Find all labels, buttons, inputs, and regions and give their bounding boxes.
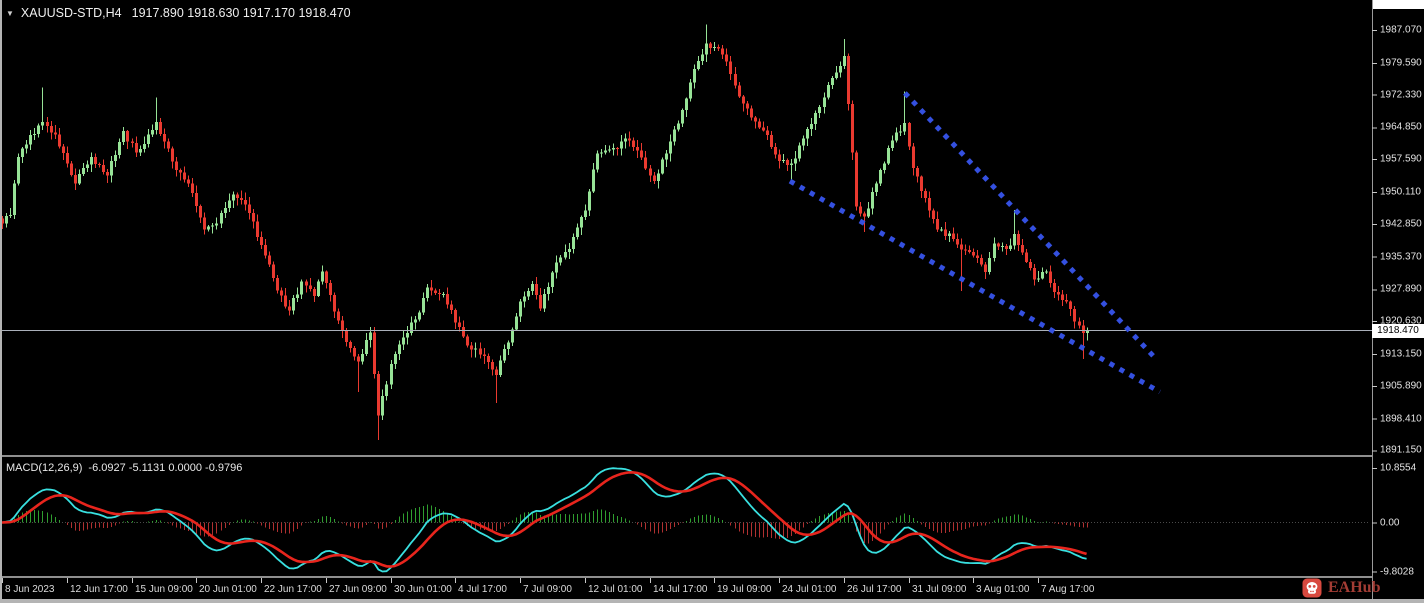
time-tick-label: 3 Aug 01:00 bbox=[976, 584, 1030, 595]
price-tick-label: 1927.890 bbox=[1380, 283, 1422, 295]
pane-separator-macd-time[interactable] bbox=[0, 576, 1372, 578]
eahub-logo-text: EAHub bbox=[1328, 579, 1381, 596]
price-tick-label: 1964.850 bbox=[1380, 121, 1422, 133]
time-tick-label: 7 Jul 09:00 bbox=[523, 584, 572, 595]
price-tick-label: 1891.150 bbox=[1380, 444, 1422, 456]
time-tick-label: 31 Jul 09:00 bbox=[912, 584, 967, 595]
eahub-logo: EAHub bbox=[1302, 577, 1380, 599]
symbol-period-label: XAUUSD-STD,H4 bbox=[20, 6, 122, 20]
time-tick-label: 27 Jun 09:00 bbox=[329, 584, 387, 595]
time-tick-label: 26 Jul 17:00 bbox=[847, 584, 902, 595]
time-tick-label: 30 Jun 01:00 bbox=[394, 584, 452, 595]
price-tick-label: 1987.070 bbox=[1380, 24, 1422, 36]
time-tick-label: 20 Jun 01:00 bbox=[199, 584, 257, 595]
window-bottom-border bbox=[0, 599, 1424, 603]
macd-tick-label: 0.00 bbox=[1380, 517, 1400, 528]
price-tick-label: 1935.370 bbox=[1380, 251, 1422, 263]
time-tick-label: 14 Jul 17:00 bbox=[653, 584, 708, 595]
pane-separator-main-macd[interactable] bbox=[0, 455, 1372, 457]
time-tick-label: 8 Jun 2023 bbox=[5, 584, 55, 595]
macd-indicator-name: MACD(12,26,9) bbox=[6, 462, 83, 474]
time-tick-label: 4 Jul 17:00 bbox=[458, 584, 507, 595]
price-tick-label: 1920.630 bbox=[1380, 315, 1422, 327]
price-tick-label: 1942.850 bbox=[1380, 218, 1422, 230]
price-tick-label: 1972.330 bbox=[1380, 89, 1422, 101]
symbol-dropdown-icon[interactable]: ▼ bbox=[6, 9, 14, 18]
price-tick-label: 1979.590 bbox=[1380, 57, 1422, 69]
macd-indicator bbox=[2, 467, 1370, 573]
time-tick-label: 12 Jun 17:00 bbox=[70, 584, 128, 595]
price-tick-label: 1898.410 bbox=[1380, 413, 1422, 425]
time-tick-label: 12 Jul 01:00 bbox=[588, 584, 643, 595]
price-tick-label: 1957.590 bbox=[1380, 153, 1422, 165]
price-tick-label: 1913.150 bbox=[1380, 348, 1422, 360]
chart-title: ▼ XAUUSD-STD,H4 1917.890 1918.630 1917.170… bbox=[6, 6, 351, 20]
time-tick-label: 15 Jun 09:00 bbox=[135, 584, 193, 595]
current-price-tag: 1918.470 bbox=[1372, 324, 1424, 338]
trendline-upper-channel[interactable] bbox=[903, 91, 1159, 362]
time-tick-label: 22 Jun 17:00 bbox=[264, 584, 322, 595]
macd-indicator-values: -6.0927 -5.1131 0.0000 -0.9796 bbox=[88, 462, 243, 474]
macd-signal-line bbox=[2, 471, 1087, 568]
price-tick-label: 1950.110 bbox=[1380, 186, 1421, 198]
macd-histogram bbox=[5, 504, 1089, 544]
window-left-border bbox=[0, 0, 2, 603]
candles bbox=[2, 24, 1089, 441]
time-tick-label: 7 Aug 17:00 bbox=[1041, 584, 1095, 595]
axis-corner-box bbox=[1373, 0, 1424, 9]
time-tick-label: 19 Jul 09:00 bbox=[717, 584, 772, 595]
price-tick-label: 1905.890 bbox=[1380, 380, 1422, 392]
ohlc-values: 1917.890 1918.630 1917.170 1918.470 bbox=[131, 6, 351, 20]
time-tick-label: 24 Jul 01:00 bbox=[782, 584, 837, 595]
macd-indicator-label: MACD(12,26,9) -6.0927 -5.1131 0.0000 -0.9… bbox=[6, 462, 242, 474]
eahub-logo-icon bbox=[1302, 578, 1322, 598]
macd-tick-label: -9.8028 bbox=[1380, 566, 1414, 577]
macd-main-line bbox=[2, 467, 1087, 573]
trendline-lower-channel[interactable] bbox=[788, 178, 1162, 395]
macd-tick-label: 10.8554 bbox=[1380, 462, 1417, 474]
